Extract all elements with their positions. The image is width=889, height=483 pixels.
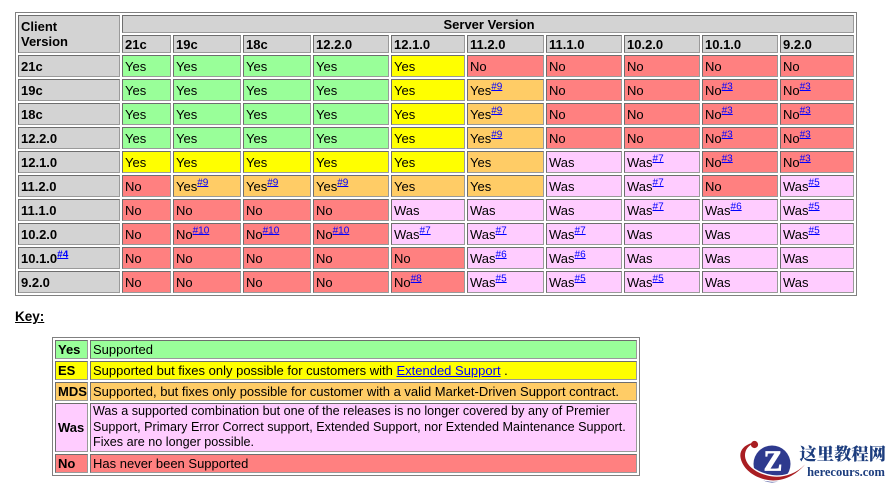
- svg-text:herecours.com: herecours.com: [807, 465, 885, 479]
- svg-text:Z: Z: [764, 447, 783, 478]
